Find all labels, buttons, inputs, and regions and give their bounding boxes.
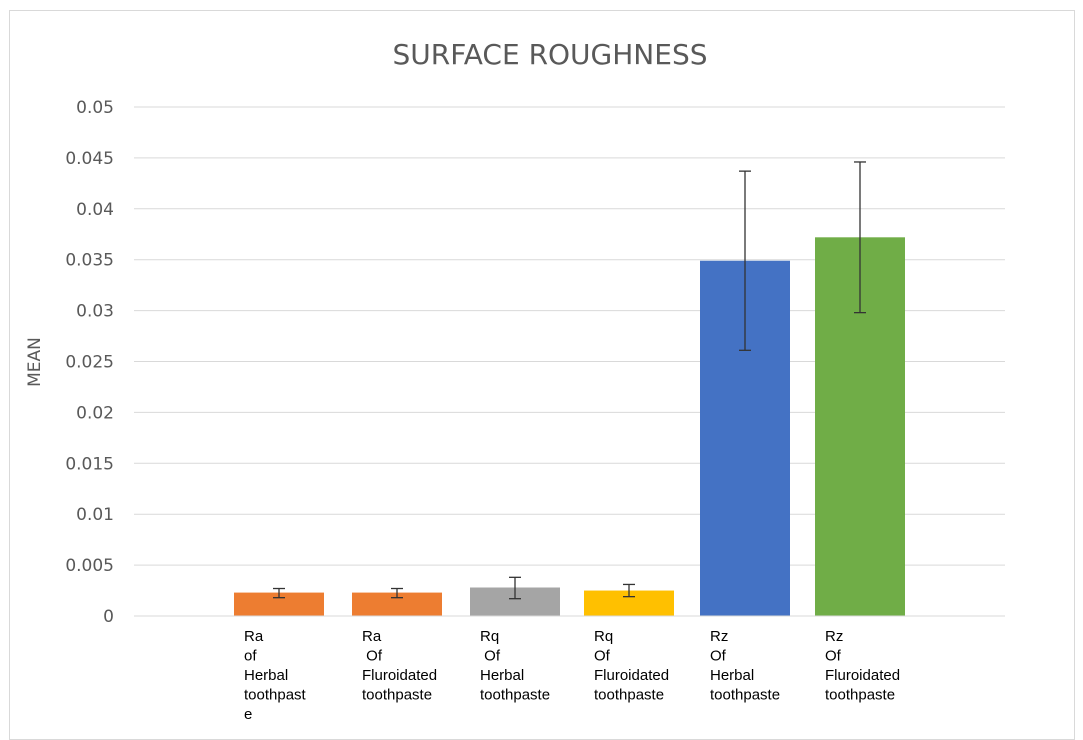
x-tick-label-line: Ra — [362, 628, 382, 645]
x-tick-label-line: toothpaste — [710, 687, 780, 704]
x-tick-label: Rz Of Herbal toothpaste — [710, 628, 780, 704]
y-tick-label: 0.02 — [76, 403, 114, 423]
x-tick-label-line: Rz — [710, 628, 728, 645]
x-tick-label-line: Herbal — [480, 667, 524, 684]
x-tick-label-line: Of — [825, 648, 842, 665]
x-tick-label-line: Of — [710, 648, 727, 665]
x-tick-label-line: of — [244, 648, 257, 665]
x-tick-label-line: Of — [362, 648, 383, 665]
x-tick-label-line: Ra — [244, 628, 264, 645]
x-tick-label: Rq Of Herbal toothpaste — [480, 628, 550, 704]
y-tick-label: 0.035 — [65, 251, 114, 271]
y-tick-label: 0.03 — [76, 302, 114, 322]
y-tick-label: 0.05 — [76, 98, 114, 118]
bar[interactable] — [352, 592, 442, 616]
x-tick-label-line: Rz — [825, 628, 843, 645]
x-tick-label-line: toothpaste — [362, 687, 432, 704]
x-tick-label-line: Fluroidated — [362, 667, 437, 684]
x-tick-label-line: Herbal — [244, 667, 288, 684]
x-tick-label: Ra Of Fluroidated toothpaste — [362, 628, 437, 704]
y-tick-label: 0.025 — [65, 353, 114, 373]
y-tick-label: 0.015 — [65, 454, 114, 474]
y-tick-label: 0.045 — [65, 149, 114, 169]
bar[interactable] — [234, 592, 324, 616]
x-tick-label: Rz Of Fluroidated toothpaste — [825, 628, 900, 704]
x-tick-label-line: Of — [594, 648, 611, 665]
x-tick-label-line: Of — [480, 648, 501, 665]
y-tick-label: 0.01 — [76, 505, 114, 525]
x-tick-label-line: e — [244, 706, 252, 723]
x-tick-label-line: Rq — [480, 628, 499, 645]
x-tick-label-line: Fluroidated — [825, 667, 900, 684]
x-tick-label-line: toothpaste — [594, 687, 664, 704]
x-tick-label-line: toothpaste — [480, 687, 550, 704]
y-tick-label: 0.04 — [76, 200, 114, 220]
x-tick-label: Rq Of Fluroidated toothpaste — [594, 628, 669, 704]
x-tick-label: Ra of Herbal toothpast e — [244, 628, 307, 723]
chart-title: SURFACE ROUGHNESS — [392, 38, 708, 71]
x-tick-label-line: Herbal — [710, 667, 754, 684]
x-tick-label-line: toothpaste — [825, 687, 895, 704]
y-tick-label: 0 — [103, 607, 114, 627]
y-axis-title: MEAN — [25, 337, 45, 387]
x-tick-label-line: toothpast — [244, 687, 307, 704]
x-tick-label-line: Rq — [594, 628, 613, 645]
y-tick-label: 0.005 — [65, 556, 114, 576]
x-tick-label-line: Fluroidated — [594, 667, 669, 684]
